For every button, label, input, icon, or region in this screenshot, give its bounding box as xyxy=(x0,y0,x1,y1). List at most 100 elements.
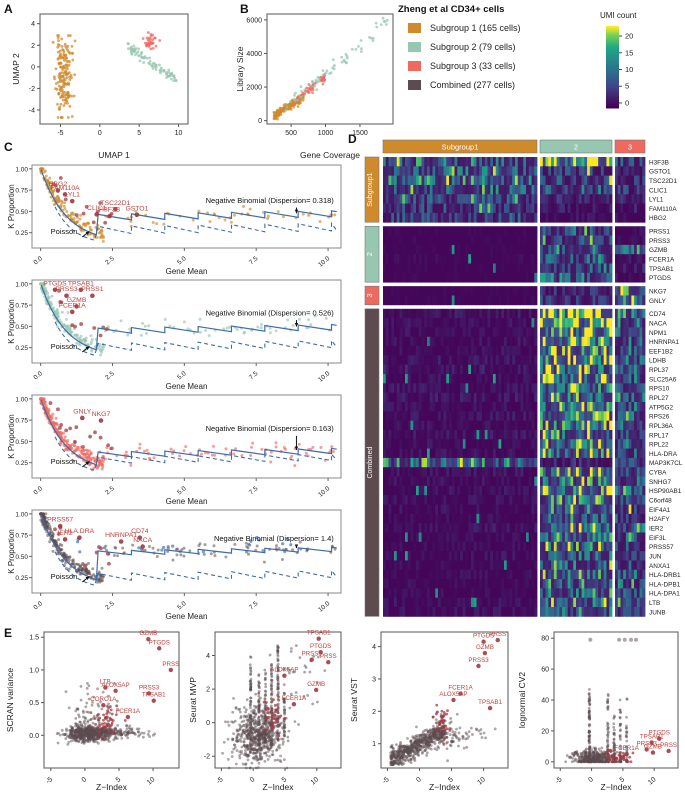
svg-text:LYL1: LYL1 xyxy=(649,197,664,204)
svg-text:2.5: 2.5 xyxy=(104,485,116,496)
svg-text:20: 20 xyxy=(625,32,633,41)
svg-text:3: 3 xyxy=(628,143,632,152)
svg-text:0.75: 0.75 xyxy=(15,303,28,310)
svg-text:FAM110A: FAM110A xyxy=(50,185,80,192)
svg-text:0.50: 0.50 xyxy=(15,324,28,331)
svg-text:3: 3 xyxy=(367,293,374,297)
svg-text:0.25: 0.25 xyxy=(15,460,28,467)
svg-text:GNLY: GNLY xyxy=(73,408,91,415)
svg-text:PRSS1: PRSS1 xyxy=(81,286,104,293)
svg-text:0: 0 xyxy=(98,130,102,137)
svg-text:5: 5 xyxy=(625,82,629,91)
svg-text:RPL36A: RPL36A xyxy=(649,423,674,430)
svg-text:4000: 4000 xyxy=(246,51,262,58)
svg-text:NKG7: NKG7 xyxy=(649,288,667,295)
svg-text:7.5: 7.5 xyxy=(248,370,260,381)
svg-text:FAM110A: FAM110A xyxy=(649,206,677,213)
lognormal-cv2-plot: -5 0 5 10 0 20 40 60 80 Z−Index lognormal CV2 PTGDS… xyxy=(514,624,684,795)
svg-text:Gene Mean: Gene Mean xyxy=(166,382,208,391)
svg-text:UMAP 2: UMAP 2 xyxy=(11,53,21,85)
svg-text:FCER1A: FCER1A xyxy=(649,257,675,264)
svg-text:Negative Binomial (Dispersion=: Negative Binomial (Dispersion= 0.163) xyxy=(206,424,335,433)
svg-text:LDHB: LDHB xyxy=(649,358,666,365)
svg-text:7.5: 7.5 xyxy=(248,485,260,496)
svg-text:10: 10 xyxy=(175,130,183,137)
svg-text:HLA-DRA: HLA-DRA xyxy=(649,451,678,458)
svg-text:2.5: 2.5 xyxy=(104,600,116,611)
svg-text:Gene Mean: Gene Mean xyxy=(166,612,208,621)
svg-text:0: 0 xyxy=(625,98,629,107)
svg-text:K Proportion: K Proportion xyxy=(7,299,16,343)
svg-text:7.5: 7.5 xyxy=(248,255,260,266)
svg-text:0.50: 0.50 xyxy=(15,209,28,216)
svg-text:UMI count: UMI count xyxy=(600,11,637,20)
panel-label-c: C xyxy=(4,140,13,154)
svg-text:2.5: 2.5 xyxy=(104,255,116,266)
legend-label-combined: Combined (277 cells) xyxy=(430,80,516,90)
legend-swatch-subgroup3 xyxy=(408,61,421,71)
svg-text:2000: 2000 xyxy=(246,85,262,92)
svg-text:H3F3B: H3F3B xyxy=(649,159,669,166)
svg-text:Poisson: Poisson xyxy=(51,342,78,351)
svg-text:UMAP 1: UMAP 1 xyxy=(98,150,130,160)
kprop-plot-subgroup2: 0.25 0.50 0.75 1.00 0.0 2.5 5.0 7.5 10.0 Gene Mea… xyxy=(6,277,346,396)
svg-text:Negative Binomial (Dispersion=: Negative Binomial (Dispersion= 1.4) xyxy=(214,534,334,543)
svg-text:CLIC1: CLIC1 xyxy=(87,205,106,212)
svg-text:H3F3B: H3F3B xyxy=(99,207,121,214)
umi-colorbar: UMI count 20 15 10 5 0 xyxy=(592,8,682,125)
svg-text:Library Size: Library Size xyxy=(235,46,245,91)
svg-text:2: 2 xyxy=(367,252,374,256)
svg-text:HNRNPA1: HNRNPA1 xyxy=(105,532,137,539)
scran-variance-plot: -5 0 5 10 0.0 0.5 1.0 1.5 Z−Index SCRAN variance G… xyxy=(2,624,187,795)
svg-text:5.0: 5.0 xyxy=(176,370,188,381)
svg-text:GSTO1: GSTO1 xyxy=(649,169,671,176)
svg-text:PTGDS: PTGDS xyxy=(649,275,671,282)
svg-text:0.75: 0.75 xyxy=(15,188,28,195)
svg-text:ATP5G2: ATP5G2 xyxy=(649,404,673,411)
svg-text:FCER1A: FCER1A xyxy=(59,302,86,309)
svg-text:0.25: 0.25 xyxy=(15,345,28,352)
svg-text:TSC22D1: TSC22D1 xyxy=(649,178,678,185)
svg-text:NPM1: NPM1 xyxy=(649,330,667,337)
svg-text:HNRNPA1: HNRNPA1 xyxy=(649,339,680,346)
svg-text:NACA: NACA xyxy=(649,320,667,327)
svg-text:0.25: 0.25 xyxy=(15,230,28,237)
svg-text:Gene Mean: Gene Mean xyxy=(166,497,208,506)
svg-text:GNLY: GNLY xyxy=(649,298,667,305)
svg-text:TSC22D1: TSC22D1 xyxy=(100,200,130,207)
panel-label-d: D xyxy=(348,132,357,146)
svg-text:10.0: 10.0 xyxy=(317,370,331,384)
svg-text:Negative Binomial (Dispersion=: Negative Binomial (Dispersion= 0.318) xyxy=(206,196,335,205)
svg-text:2: 2 xyxy=(31,43,35,50)
svg-text:7.5: 7.5 xyxy=(248,600,260,611)
legend-item-subgroup1: Subgroup 1 (165 cells) xyxy=(398,23,598,33)
svg-text:1.00: 1.00 xyxy=(15,396,28,403)
svg-text:PRSS3: PRSS3 xyxy=(649,238,670,245)
svg-text:SLC25A6: SLC25A6 xyxy=(649,376,677,383)
svg-text:GSTO1: GSTO1 xyxy=(125,205,148,212)
legend-swatch-subgroup1 xyxy=(408,23,421,33)
svg-text:Subgroup1: Subgroup1 xyxy=(367,172,374,206)
svg-text:PRSS3: PRSS3 xyxy=(55,286,78,293)
svg-text:RPL22: RPL22 xyxy=(649,442,669,449)
svg-text:-5: -5 xyxy=(57,130,63,137)
svg-text:RPL17: RPL17 xyxy=(649,432,669,439)
svg-text:HBG2: HBG2 xyxy=(49,181,68,188)
legend-label-subgroup3: Subgroup 3 (33 cells) xyxy=(430,61,516,71)
svg-text:EEF1B2: EEF1B2 xyxy=(649,348,673,355)
panel-label-e: E xyxy=(4,626,13,640)
expression-heatmap: Subgroup1 2 3 H3F3B GSTO1 TSC22D1 CLIC1 LYL1 FAM… xyxy=(352,138,685,635)
legend-item-subgroup2: Subgroup 2 (79 cells) xyxy=(398,42,598,52)
svg-text:Gene Coverage: Gene Coverage xyxy=(300,150,360,160)
svg-text:1.00: 1.00 xyxy=(15,166,28,173)
svg-text:PRSS57: PRSS57 xyxy=(47,517,73,524)
svg-text:-2: -2 xyxy=(29,86,35,93)
svg-text:IER2: IER2 xyxy=(57,530,72,537)
svg-text:K Proportion: K Proportion xyxy=(7,184,16,228)
svg-text:HLA.DRA: HLA.DRA xyxy=(65,528,95,535)
svg-text:1000: 1000 xyxy=(318,130,334,137)
svg-text:RPL27: RPL27 xyxy=(649,395,669,402)
svg-text:4: 4 xyxy=(31,21,35,28)
svg-text:0.0: 0.0 xyxy=(32,600,44,611)
